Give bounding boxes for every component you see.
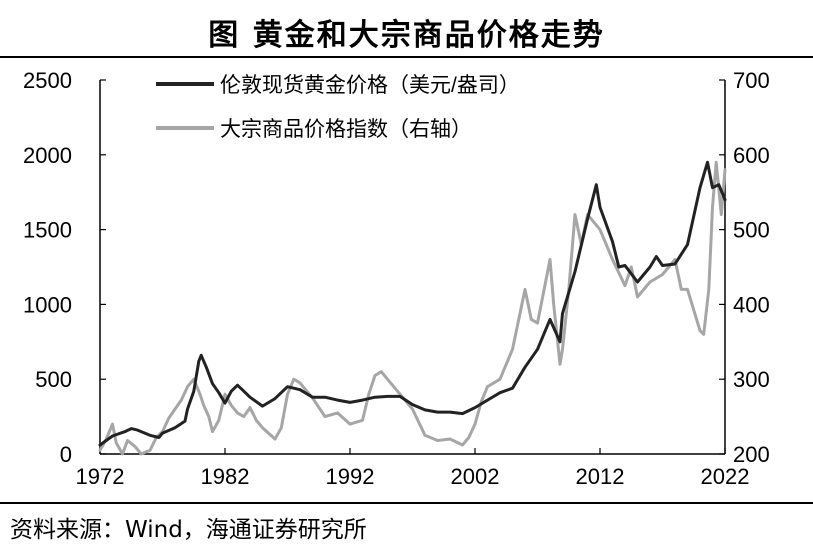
x-tick-label: 1982: [201, 464, 250, 489]
left-tick-label: 0: [60, 442, 72, 467]
x-tick-label: 2012: [576, 464, 625, 489]
gold-price-line: [98, 160, 727, 447]
left-tick-label: 1500: [23, 218, 72, 243]
right-tick-label: 200: [733, 442, 770, 467]
right-tick-label: 500: [733, 218, 770, 243]
x-tick-label: 2002: [451, 464, 500, 489]
x-tick-label: 1992: [326, 464, 375, 489]
left-tick-label: 1000: [23, 292, 72, 317]
series-lines: [98, 160, 727, 456]
source-note: 资料来源：Wind，海通证券研究所: [10, 517, 367, 543]
x-tick-label: 2022: [701, 464, 750, 489]
chart-title: 图 黄金和大宗商品价格走势: [208, 18, 605, 53]
legend-label-gold: 伦敦现货黄金价格（美元/盎司）: [220, 74, 520, 97]
left-tick-label: 2500: [23, 68, 72, 93]
right-tick-label: 300: [733, 367, 770, 392]
left-tick-label: 2000: [23, 143, 72, 168]
gold-commodity-chart: 0 500 1000 1500 2000 2500 200 300 400 500 600 700 19…: [23, 68, 770, 489]
source-divider: [0, 502, 813, 504]
right-tick-label: 400: [733, 292, 770, 317]
chart-area: 0 500 1000 1500 2000 2500 200 300 400 500 600 700 19…: [0, 58, 813, 500]
right-tick-label: 600: [733, 143, 770, 168]
legend: 伦敦现货黄金价格（美元/盎司） 大宗商品价格指数（右轴）: [156, 74, 520, 141]
right-tick-label: 700: [733, 68, 770, 93]
title-divider: [0, 56, 813, 58]
x-tick-label: 1972: [76, 464, 125, 489]
commodity-index-line: [98, 160, 727, 456]
left-tick-label: 500: [35, 367, 72, 392]
axes: 0 500 1000 1500 2000 2500 200 300 400 500 600 700 19…: [23, 68, 770, 489]
legend-label-commodity: 大宗商品价格指数（右轴）: [220, 118, 472, 141]
title-bar: 图 黄金和大宗商品价格走势: [0, 0, 813, 58]
